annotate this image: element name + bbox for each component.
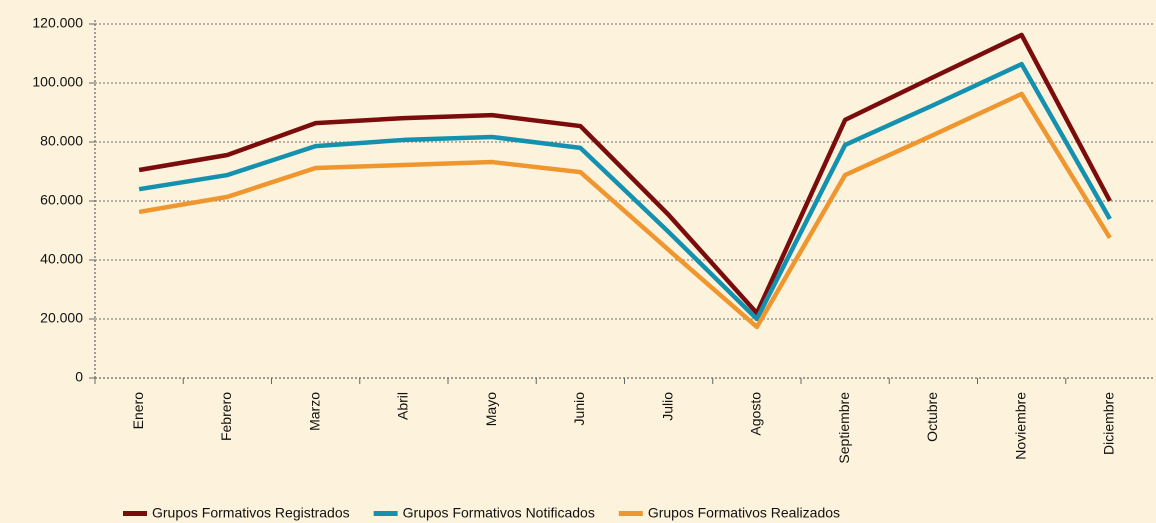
x-tick-label: Octubre — [924, 392, 940, 442]
legend-swatch — [618, 511, 643, 516]
x-tick-label: Febrero — [218, 392, 234, 441]
legend-label: Grupos Formativos Registrados — [152, 505, 350, 521]
legend-swatch — [123, 511, 147, 516]
y-tick-label: 60.000 — [40, 192, 83, 208]
y-tick-label: 100.000 — [32, 74, 83, 90]
x-tick-label: Abril — [395, 392, 411, 420]
y-tick-label: 80.000 — [40, 133, 83, 149]
legend: Grupos Formativos Registrados Grupos Form… — [123, 505, 840, 521]
legend-label: Grupos Formativos Realizados — [648, 505, 840, 521]
series-line — [138, 91, 1112, 330]
y-tick-label: 0 — [75, 369, 83, 385]
x-tick-label: Mayo — [483, 392, 499, 426]
x-tick-label: Marzo — [306, 392, 322, 431]
legend-label: Grupos Formativos Notificados — [403, 505, 595, 521]
y-tick-label: 20.000 — [40, 310, 83, 326]
series-line — [138, 61, 1112, 322]
x-tick-label: Julio — [659, 392, 675, 421]
x-tick-label: Enero — [130, 392, 146, 430]
series-line — [138, 32, 1112, 316]
x-tick-label: Noviembre — [1012, 392, 1028, 460]
x-tick-label: Diciembre — [1101, 392, 1117, 455]
legend-swatch — [373, 511, 398, 516]
x-tick-label: Agosto — [748, 392, 764, 436]
x-tick-label: Junio — [571, 392, 587, 426]
x-tick-label: Septiembre — [836, 392, 852, 464]
y-tick-label: 120.000 — [32, 15, 83, 31]
y-tick-label: 40.000 — [40, 251, 83, 267]
